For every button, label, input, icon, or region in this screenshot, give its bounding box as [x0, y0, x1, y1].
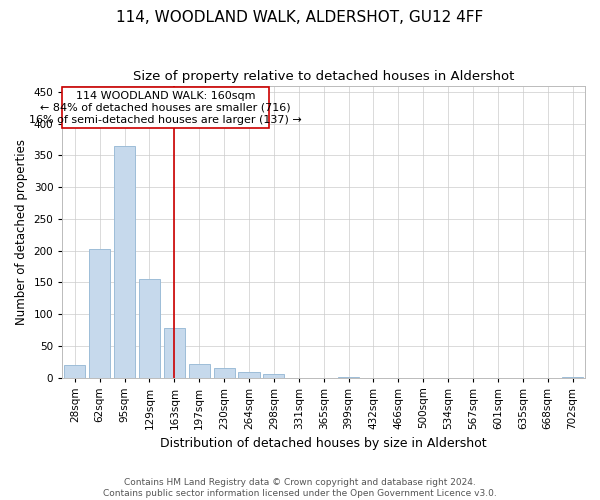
Bar — [263, 374, 284, 378]
Text: Contains HM Land Registry data © Crown copyright and database right 2024.
Contai: Contains HM Land Registry data © Crown c… — [103, 478, 497, 498]
FancyBboxPatch shape — [62, 87, 269, 128]
Bar — [64, 365, 85, 378]
Title: Size of property relative to detached houses in Aldershot: Size of property relative to detached ho… — [133, 70, 514, 83]
Bar — [214, 368, 235, 378]
Text: ← 84% of detached houses are smaller (716): ← 84% of detached houses are smaller (71… — [40, 102, 291, 113]
Y-axis label: Number of detached properties: Number of detached properties — [15, 138, 28, 324]
Bar — [164, 328, 185, 378]
Text: 114 WOODLAND WALK: 160sqm: 114 WOODLAND WALK: 160sqm — [76, 90, 256, 101]
Bar — [562, 377, 583, 378]
Bar — [338, 377, 359, 378]
Text: 16% of semi-detached houses are larger (137) →: 16% of semi-detached houses are larger (… — [29, 115, 302, 125]
Bar — [188, 364, 210, 378]
Bar — [139, 279, 160, 378]
Text: 114, WOODLAND WALK, ALDERSHOT, GU12 4FF: 114, WOODLAND WALK, ALDERSHOT, GU12 4FF — [116, 10, 484, 25]
X-axis label: Distribution of detached houses by size in Aldershot: Distribution of detached houses by size … — [160, 437, 487, 450]
Bar — [89, 248, 110, 378]
Bar — [114, 146, 135, 378]
Bar — [238, 372, 260, 378]
